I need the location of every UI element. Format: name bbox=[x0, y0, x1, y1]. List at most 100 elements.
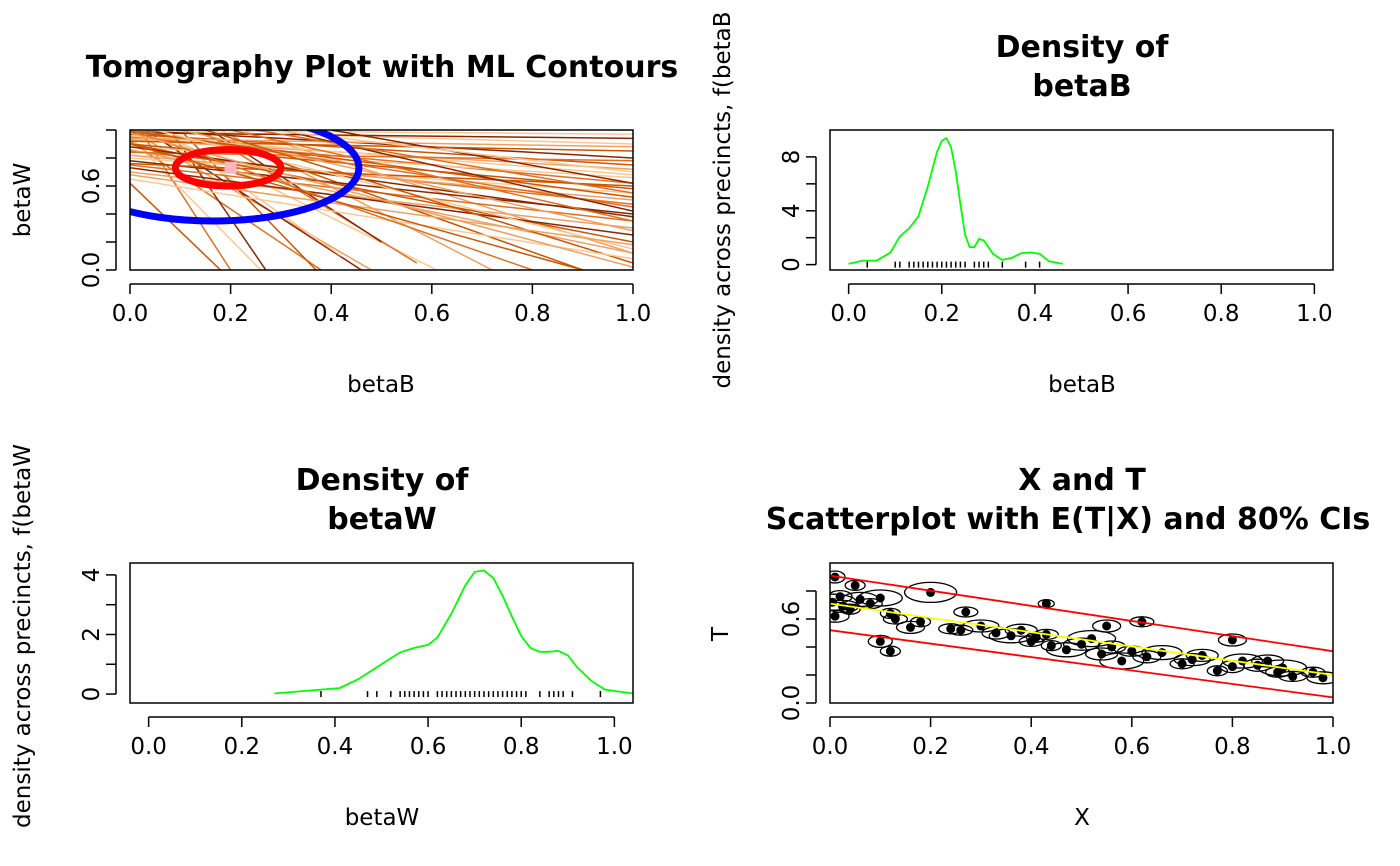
scatter-XT-point bbox=[835, 592, 845, 602]
scatter-XT-point bbox=[855, 594, 865, 604]
tomography-title: Tomography Plot with ML Contours bbox=[86, 50, 678, 85]
density-betaB-title-line-2: betaB bbox=[1032, 69, 1131, 104]
density-betaB-y-tick-label: 8 bbox=[779, 150, 805, 165]
tomography-x-axis-label: betaB bbox=[347, 372, 415, 398]
tomography-line bbox=[230, 130, 633, 222]
scatter-XT-point bbox=[1006, 631, 1016, 641]
scatter-XT-x-tick-label: 0.0 bbox=[812, 734, 849, 760]
scatter-XT-ci-ellipse bbox=[1129, 616, 1155, 628]
tomography-line bbox=[255, 130, 633, 194]
density-betaB-x-tick-label: 0.0 bbox=[830, 301, 867, 327]
tomography-line bbox=[130, 182, 222, 270]
scatter-XT-ci-ellipse bbox=[1084, 647, 1119, 661]
tomography-x-tick-label: 0.6 bbox=[414, 301, 451, 327]
scatter-XT-ci-ellipse bbox=[1250, 654, 1285, 668]
scatter-XT-ci-ellipse bbox=[830, 609, 850, 623]
scatter-XT-title-line-1: X and T bbox=[1018, 463, 1146, 498]
scatter-XT-point bbox=[1031, 632, 1041, 642]
density-betaB-x-axis-label: betaB bbox=[1048, 372, 1116, 398]
density-betaB-y-tick-label: 0 bbox=[779, 257, 805, 272]
scatter-XT-point bbox=[1097, 649, 1107, 659]
scatter-XT-point bbox=[1102, 621, 1112, 631]
tomography-inner-contour bbox=[171, 146, 285, 190]
scatter-XT-point bbox=[830, 611, 840, 621]
scatter-XT-title-line-2: Scatterplot with E(T|X) and 80% CIs bbox=[766, 502, 1370, 537]
tomography-x-tick-label: 0.2 bbox=[212, 301, 249, 327]
tomography-y-tick-label: 0.6 bbox=[79, 168, 105, 205]
scatter-XT-ci-ellipse bbox=[867, 634, 893, 649]
scatter-XT-plot-frame bbox=[829, 562, 1334, 704]
scatter-XT-point bbox=[838, 601, 848, 611]
scatter-XT-ci-ellipse bbox=[1173, 652, 1211, 667]
scatter-XT-x-tick-label: 0.6 bbox=[1114, 734, 1151, 760]
scatter-XT-point bbox=[961, 607, 971, 617]
scatter-XT-ci-ellipse bbox=[962, 619, 1000, 633]
density-betaW-clipped-group bbox=[274, 569, 633, 698]
scatter-XT-point bbox=[1142, 652, 1152, 662]
scatter-XT-ci-line bbox=[830, 629, 1333, 699]
scatter-XT-ci-ellipse bbox=[1169, 658, 1195, 670]
scatter-XT-ci-ellipse bbox=[1221, 653, 1264, 669]
scatter-XT-x-tick-label: 0.8 bbox=[1214, 734, 1251, 760]
scatter-XT-ci-ellipse bbox=[1306, 671, 1333, 685]
scatter-XT-ci-ellipse bbox=[903, 581, 958, 604]
density-betaW-plot-area bbox=[274, 569, 633, 698]
scatter-XT-point bbox=[1288, 671, 1298, 681]
density-betaB-x-tick-label: 0.6 bbox=[1110, 301, 1147, 327]
tomography-line bbox=[205, 130, 633, 264]
density-betaW-y-axis-label: density across precincts, f(betaW bbox=[10, 444, 36, 828]
scatter-XT-point bbox=[916, 617, 926, 627]
density-betaB-x-tick-label: 0.8 bbox=[1203, 301, 1240, 327]
tomography-plot-frame bbox=[129, 129, 634, 271]
scatter-XT-point bbox=[1177, 659, 1187, 669]
density-betaB-plot-frame bbox=[829, 129, 1334, 271]
scatter-XT-point bbox=[1318, 673, 1328, 683]
density-betaW-x-tick-label: 0.2 bbox=[223, 734, 260, 760]
scatter-XT-point bbox=[1227, 662, 1237, 672]
density-betaW-axes: 0.0 0.2 0.4 0.6 0.8 1.0 0 2 4 bbox=[79, 562, 634, 760]
scatter-XT-point bbox=[1187, 655, 1197, 665]
scatter-XT-ci-line bbox=[830, 574, 1333, 653]
scatter-XT-expected-line bbox=[830, 602, 1333, 676]
scatter-XT-point bbox=[850, 580, 860, 590]
tomography-plot-area bbox=[130, 130, 633, 270]
scatter-XT-ci-ellipse bbox=[1092, 619, 1122, 633]
tomography-x-tick-label: 0.0 bbox=[112, 301, 149, 327]
scatter-XT-x-tick-label: 0.2 bbox=[912, 734, 949, 760]
scatter-XT-x-tick-label: 0.4 bbox=[1013, 734, 1050, 760]
density-betaW-x-tick-label: 0.8 bbox=[503, 734, 540, 760]
scatter-XT-point bbox=[956, 625, 966, 635]
tomography-clipped-group bbox=[130, 130, 633, 270]
scatter-XT-ci-ellipse bbox=[1004, 623, 1038, 637]
scatter-XT-y-tick-label: 0.0 bbox=[779, 685, 805, 722]
scatter-XT-point bbox=[875, 593, 885, 603]
density-betaW-x-axis-label: betaW bbox=[345, 805, 420, 831]
density-betaW-x-tick-label: 0.4 bbox=[317, 734, 354, 760]
scatter-XT-ci-ellipse bbox=[1206, 665, 1228, 677]
scatter-XT-point bbox=[905, 622, 915, 632]
tomography-panel: Tomography Plot with ML Contours 0.0 0.2 0… bbox=[10, 50, 678, 398]
tomography-line bbox=[130, 143, 583, 270]
density-betaB-title-line-1: Density of bbox=[996, 30, 1170, 65]
density-betaB-y-tick-label: 4 bbox=[779, 203, 805, 218]
scatter-XT-plot-area bbox=[830, 570, 1333, 699]
tomography-line bbox=[180, 130, 633, 232]
scatter-XT-ci-ellipse bbox=[844, 579, 866, 592]
tomography-line bbox=[130, 132, 633, 268]
scatter-XT-point bbox=[991, 628, 1001, 638]
scatter-XT-clipped-group bbox=[830, 570, 1333, 699]
density-betaB-x-tick-label: 0.4 bbox=[1017, 301, 1054, 327]
scatter-XT-point bbox=[1046, 641, 1056, 651]
density-betaW-y-tick-label: 2 bbox=[79, 627, 105, 642]
density-betaW-density-line bbox=[274, 569, 633, 695]
scatter-XT-point bbox=[1127, 646, 1137, 656]
scatter-XT-point bbox=[875, 636, 885, 646]
scatter-XT-ci-ellipse bbox=[953, 606, 979, 618]
scatter-XT-point bbox=[1212, 666, 1222, 676]
density-betaB-axes: 0.0 0.2 0.4 0.6 0.8 1.0 0 4 8 bbox=[779, 129, 1334, 327]
density-betaB-panel: Density of betaB 0.0 0.2 0.4 0.6 0.8 1.0 0 4 8 b… bbox=[710, 12, 1334, 398]
scatter-XT-axes: 0.0 0.2 0.4 0.6 0.8 1.0 0.0 0.6 bbox=[779, 562, 1351, 760]
scatter-XT-point bbox=[1227, 635, 1237, 645]
tomography-y-axis-label: betaW bbox=[10, 163, 36, 238]
tomography-y-tick-label: 0.0 bbox=[79, 252, 105, 289]
